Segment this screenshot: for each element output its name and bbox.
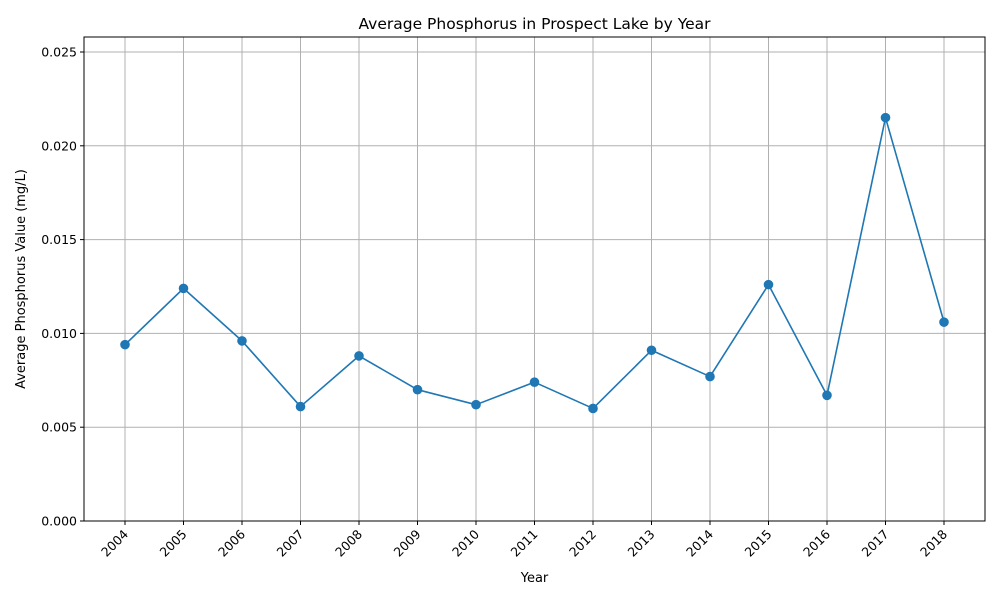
data-point [354,351,364,361]
chart-title: Average Phosphorus in Prospect Lake by Y… [358,15,711,33]
y-tick-label: 0.020 [41,138,77,153]
data-point [237,336,247,346]
data-point [412,384,423,395]
x-tick-label: 2015 [742,527,775,560]
y-ticks: 0.000 0.005 0.010 0.015 0.020 0.025 [41,45,84,529]
x-tick-label: 2006 [215,526,248,559]
data-point [295,401,306,412]
series-group [120,112,949,414]
y-tick-label: 0.000 [41,514,77,529]
data-point [646,345,657,356]
x-tick-label: 2008 [332,526,365,559]
x-tick-label: 2017 [859,527,892,560]
x-tick-label: 2011 [508,527,541,560]
data-point [705,371,715,382]
y-tick-label: 0.015 [41,232,77,247]
x-tick-label: 2007 [274,527,307,560]
data-point [529,377,540,387]
x-axis-label: Year [520,571,549,586]
data-point [763,279,774,290]
data-point [880,112,891,123]
x-ticks: 2004 2005 2006 2007 2008 2009 2010 2011 2012 2013… [98,521,950,560]
x-tick-label: 2004 [98,526,131,559]
x-tick-label: 2013 [625,527,658,560]
x-tick-label: 2012 [566,527,599,560]
gridlines [84,37,985,522]
x-tick-label: 2014 [683,526,716,559]
y-tick-label: 0.025 [41,45,77,60]
y-axis-label: Average Phosphorus Value (mg/L) [14,169,29,389]
y-tick-label: 0.010 [41,326,77,341]
x-tick-label: 2018 [917,526,950,559]
y-tick-label: 0.005 [41,420,77,435]
x-tick-label: 2009 [391,526,424,559]
data-point [822,390,832,401]
x-tick-label: 2005 [157,527,190,560]
data-point [178,283,189,294]
data-point [471,399,481,410]
data-point [120,339,130,350]
x-tick-label: 2010 [449,526,482,559]
data-point [939,317,949,327]
data-point [588,403,598,414]
x-tick-label: 2016 [800,526,833,559]
